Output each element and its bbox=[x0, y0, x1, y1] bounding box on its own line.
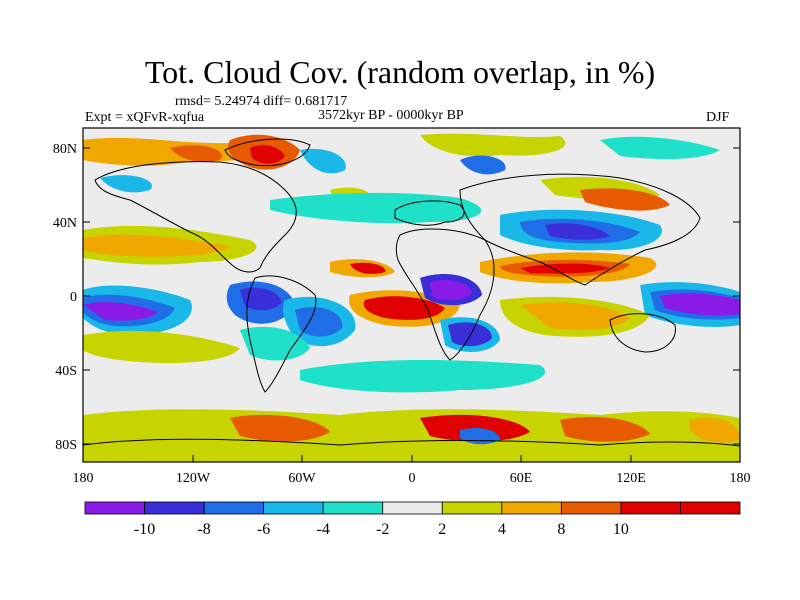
colorbar-label: 4 bbox=[498, 521, 506, 538]
colorbar-swatch bbox=[501, 501, 562, 515]
lat-tick-label: 40S bbox=[55, 364, 77, 379]
coastlines bbox=[83, 138, 740, 447]
colorbar-swatch bbox=[680, 501, 741, 515]
lat-tick-label: 80N bbox=[53, 142, 77, 157]
colorbar-swatch bbox=[441, 501, 503, 515]
colorbar-swatch bbox=[382, 501, 443, 515]
colorbar-swatch bbox=[203, 501, 265, 515]
colorbar-swatch bbox=[84, 501, 145, 515]
lat-tick-marks bbox=[83, 147, 740, 445]
lat-tick-labels: 80N 40N 0 40S 80S bbox=[53, 142, 77, 453]
lon-tick-marks bbox=[82, 455, 741, 462]
colorbar-label: 2 bbox=[438, 521, 446, 538]
lon-tick-label: 60E bbox=[510, 471, 533, 486]
period-label: 3572kyr BP - 0000kyr BP bbox=[318, 108, 464, 123]
colorbar-label: -4 bbox=[317, 521, 330, 538]
anomaly-field bbox=[83, 133, 740, 462]
colorbar bbox=[84, 501, 741, 515]
lat-tick-label: 40N bbox=[53, 216, 77, 231]
colorbar-labels: -10 -8 -6 -4 -2 2 4 8 10 bbox=[134, 521, 629, 538]
colorbar-swatch bbox=[263, 501, 324, 515]
colorbar-swatch bbox=[144, 501, 205, 515]
season-label: DJF bbox=[706, 110, 730, 125]
colorbar-swatch bbox=[620, 501, 681, 515]
colorbar-label: 10 bbox=[613, 521, 629, 538]
lon-tick-label: 0 bbox=[409, 471, 416, 486]
lat-tick-label: 80S bbox=[55, 438, 77, 453]
colorbar-label: -6 bbox=[257, 521, 270, 538]
colorbar-label: -10 bbox=[134, 521, 155, 538]
lon-tick-label: 180 bbox=[730, 471, 751, 486]
lat-tick-label: 0 bbox=[70, 290, 77, 305]
lon-tick-label: 120W bbox=[176, 471, 211, 486]
colorbar-swatch bbox=[322, 501, 384, 515]
lon-tick-label: 120E bbox=[616, 471, 646, 486]
experiment-label: Expt = xQFvR-xqfua bbox=[85, 110, 205, 125]
colorbar-swatch bbox=[560, 501, 622, 515]
lon-tick-labels: 180 120W 60W 0 60E 120E 180 bbox=[73, 471, 751, 486]
colorbar-label: 8 bbox=[557, 521, 565, 538]
colorbar-label: -8 bbox=[197, 521, 210, 538]
stats-line: rmsd= 5.24974 diff= 0.681717 bbox=[175, 94, 348, 109]
colorbar-label: -2 bbox=[376, 521, 389, 538]
lon-tick-label: 180 bbox=[73, 471, 94, 486]
lon-tick-label: 60W bbox=[288, 471, 316, 486]
map-title: Tot. Cloud Cov. (random overlap, in %) bbox=[144, 54, 656, 90]
